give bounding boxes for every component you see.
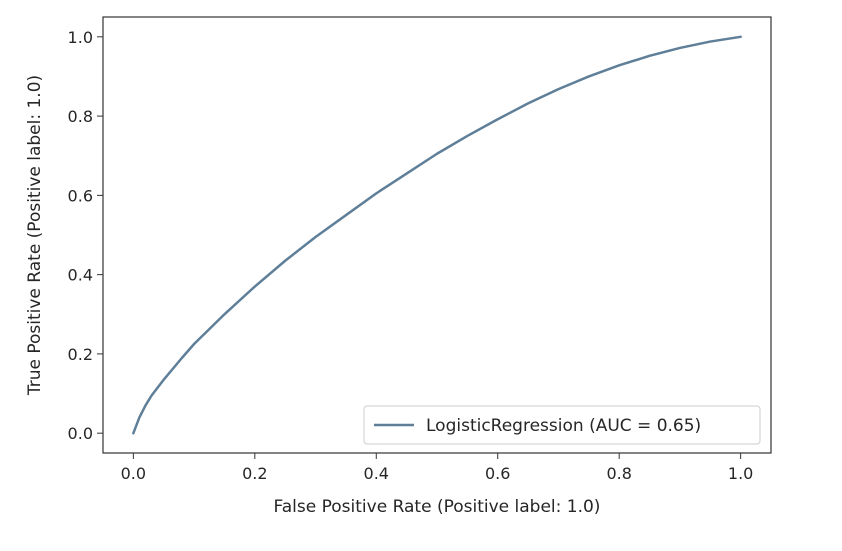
x-tick-label: 1.0 [728,464,753,483]
x-tick-label: 0.6 [485,464,510,483]
roc-curve-line [132,35,742,435]
y-tick-label: 1.0 [68,28,93,47]
y-tick-label: 0.6 [68,186,93,205]
x-tick-label: 0.2 [242,464,267,483]
axes-frame [102,16,772,454]
y-axis-label: True Positive Rate (Positive label: 1.0) [25,75,45,396]
plot-area [132,35,742,435]
y-tick-label: 0.0 [68,424,93,443]
x-axis-label: False Positive Rate (Positive label: 1.0… [274,497,601,517]
legend-box [363,405,761,445]
x-tick-label: 0.4 [364,464,389,483]
legend-label: LogisticRegression (AUC = 0.65) [426,416,701,436]
y-tick-label: 0.8 [68,107,93,126]
x-axis: 0.0 0.2 0.4 0.6 0.8 1.0 [121,453,753,483]
y-tick-label: 0.2 [68,345,93,364]
x-tick-label: 0.8 [606,464,631,483]
legend: LogisticRegression (AUC = 0.65) [363,405,761,445]
y-tick-label: 0.4 [68,266,93,285]
y-axis: 0.0 0.2 0.4 0.6 0.8 1.0 [68,28,103,443]
x-tick-label: 0.0 [121,464,146,483]
